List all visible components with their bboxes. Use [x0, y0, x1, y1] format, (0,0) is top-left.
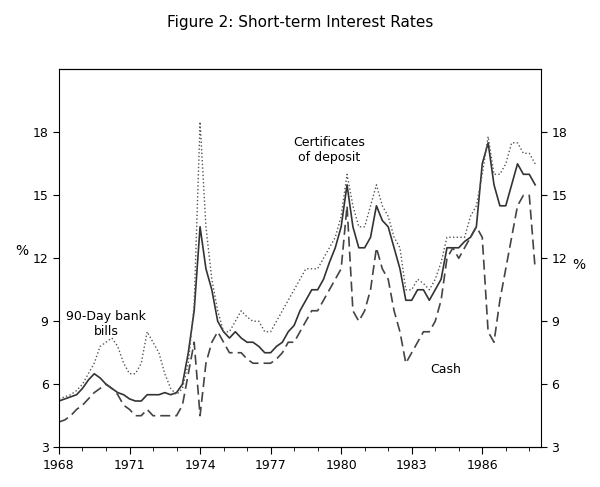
certificates	[443, 234, 451, 240]
certificates	[196, 119, 203, 125]
cash	[279, 350, 286, 356]
bank_bills	[167, 392, 174, 398]
cash	[437, 298, 445, 303]
certificates	[191, 301, 198, 307]
cash	[191, 339, 198, 345]
bank_bills	[191, 308, 198, 314]
bank_bills	[55, 398, 62, 404]
certificates	[185, 360, 192, 366]
certificates	[532, 161, 539, 167]
cash	[55, 419, 62, 425]
certificates	[284, 298, 292, 303]
bank_bills	[426, 298, 433, 303]
cash	[520, 192, 527, 198]
cash	[426, 329, 433, 335]
cash	[185, 371, 192, 376]
Text: Cash: Cash	[431, 363, 461, 376]
bank_bills	[485, 140, 492, 146]
Text: Figure 2: Short-term Interest Rates: Figure 2: Short-term Interest Rates	[167, 15, 433, 30]
Y-axis label: %: %	[572, 258, 585, 272]
bank_bills	[532, 182, 539, 187]
cash	[532, 266, 539, 272]
Text: Certificates
of deposit: Certificates of deposit	[293, 136, 365, 164]
Line: certificates: certificates	[59, 122, 535, 399]
bank_bills	[185, 350, 192, 356]
Line: bank_bills: bank_bills	[59, 143, 535, 401]
cash	[167, 413, 174, 419]
certificates	[55, 396, 62, 402]
bank_bills	[279, 339, 286, 345]
Text: 90-Day bank
bills: 90-Day bank bills	[66, 310, 146, 338]
bank_bills	[437, 276, 445, 282]
Y-axis label: %: %	[15, 244, 28, 258]
certificates	[167, 386, 174, 392]
Line: cash: cash	[59, 195, 535, 422]
certificates	[431, 276, 439, 282]
